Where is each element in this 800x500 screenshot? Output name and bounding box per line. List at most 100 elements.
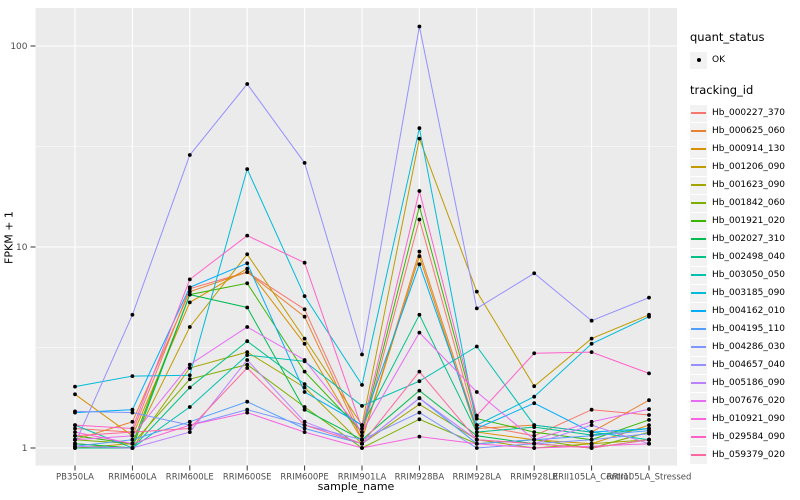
- legend-item-Hb_002027_310: Hb_002027_310: [690, 230, 800, 248]
- data-point: [302, 382, 307, 386]
- data-point: [417, 262, 422, 267]
- data-point: [130, 419, 135, 424]
- data-point: [360, 352, 364, 357]
- data-point: [187, 385, 192, 390]
- line-key-icon: [690, 158, 707, 176]
- data-point: [302, 294, 307, 298]
- data-point: [73, 426, 77, 431]
- line-key-icon: [690, 248, 707, 266]
- legend-item-Hb_003185_090: Hb_003185_090: [690, 284, 800, 302]
- data-point: [245, 339, 250, 344]
- data-point: [417, 379, 422, 384]
- data-point: [532, 433, 537, 438]
- data-point: [474, 390, 479, 394]
- data-point: [187, 277, 192, 282]
- legend-item-label: Hb_010921_090: [712, 414, 786, 424]
- data-point: [302, 341, 307, 346]
- data-point: [589, 433, 594, 438]
- legend-item-Hb_059379_020: Hb_059379_020: [690, 446, 800, 464]
- data-point: [417, 24, 422, 29]
- data-point: [360, 383, 364, 387]
- y-axis-title: FPKM + 1: [2, 211, 16, 264]
- data-point: [245, 407, 250, 412]
- data-point: [187, 430, 192, 434]
- data-point: [417, 330, 422, 335]
- data-point: [187, 289, 192, 294]
- data-point: [589, 341, 594, 346]
- line-key-icon: [690, 140, 707, 158]
- line-key-icon: [690, 428, 707, 446]
- legend-item-label: Hb_000914_130: [712, 144, 786, 154]
- data-point: [302, 260, 307, 265]
- legend-item-Hb_029584_090: Hb_029584_090: [690, 428, 800, 446]
- data-point: [245, 281, 250, 286]
- data-point: [532, 423, 537, 427]
- line-key-icon: [690, 320, 707, 338]
- legend-item-label: Hb_001921_020: [712, 216, 786, 226]
- data-point: [130, 446, 135, 450]
- legend-item-Hb_005186_090: Hb_005186_090: [690, 374, 800, 392]
- data-point: [589, 407, 594, 412]
- legend-item-label: Hb_029584_090: [712, 432, 786, 442]
- legend-item-label: Hb_007676_020: [712, 396, 786, 406]
- data-point: [647, 437, 651, 442]
- legend-item-label: Hb_000227_370: [712, 108, 786, 118]
- legend-item-Hb_010921_090: Hb_010921_090: [690, 410, 800, 428]
- legend-item-Hb_000914_130: Hb_000914_130: [690, 140, 800, 158]
- y-tick-label: 10: [16, 243, 28, 253]
- data-point: [474, 289, 479, 294]
- data-point: [417, 126, 422, 131]
- data-point: [130, 433, 135, 438]
- data-point: [245, 261, 250, 266]
- data-point: [302, 407, 307, 412]
- data-point: [245, 167, 250, 172]
- data-point: [245, 350, 250, 354]
- data-point: [647, 398, 651, 403]
- data-point: [532, 446, 537, 450]
- data-point: [417, 396, 422, 401]
- data-point: [532, 437, 537, 442]
- data-point: [187, 373, 192, 378]
- legend-item-Hb_004286_030: Hb_004286_030: [690, 338, 800, 356]
- legend-item-Hb_004162_010: Hb_004162_010: [690, 302, 800, 320]
- legend-item-Hb_001623_090: Hb_001623_090: [690, 176, 800, 194]
- data-point: [187, 423, 192, 427]
- data-point: [187, 419, 192, 424]
- data-point: [130, 426, 135, 431]
- legend-item-label: OK: [712, 55, 725, 65]
- line-key-icon: [690, 284, 707, 302]
- panel-background: [35, 8, 677, 466]
- data-point: [417, 254, 422, 259]
- data-point: [187, 426, 192, 431]
- line-key-icon: [690, 122, 707, 140]
- data-point: [589, 336, 594, 341]
- data-point: [187, 153, 192, 157]
- line-key-icon: [690, 302, 707, 320]
- data-point: [245, 266, 250, 271]
- line-key-icon: [690, 104, 707, 122]
- data-point: [360, 423, 364, 427]
- legend-item-label: Hb_003050_050: [712, 270, 786, 280]
- data-point: [245, 305, 250, 310]
- data-point: [73, 430, 77, 434]
- data-point: [474, 423, 479, 427]
- data-point: [532, 271, 537, 276]
- legend-title-quant-status: quant_status: [690, 30, 765, 44]
- data-point: [187, 285, 192, 290]
- data-point: [532, 401, 537, 406]
- x-tick-label: RRIM928BA: [395, 473, 445, 483]
- data-point: [474, 306, 479, 311]
- data-point: [187, 300, 192, 305]
- data-point: [532, 351, 537, 356]
- data-point: [187, 377, 192, 382]
- data-point: [589, 437, 594, 442]
- legend-item-label: Hb_004195_110: [712, 324, 786, 334]
- data-point: [417, 136, 422, 141]
- data-point: [73, 423, 77, 427]
- legend-item-Hb_002498_040: Hb_002498_040: [690, 248, 800, 266]
- data-point: [302, 405, 307, 409]
- data-point: [302, 161, 307, 165]
- line-key-icon: [690, 266, 707, 284]
